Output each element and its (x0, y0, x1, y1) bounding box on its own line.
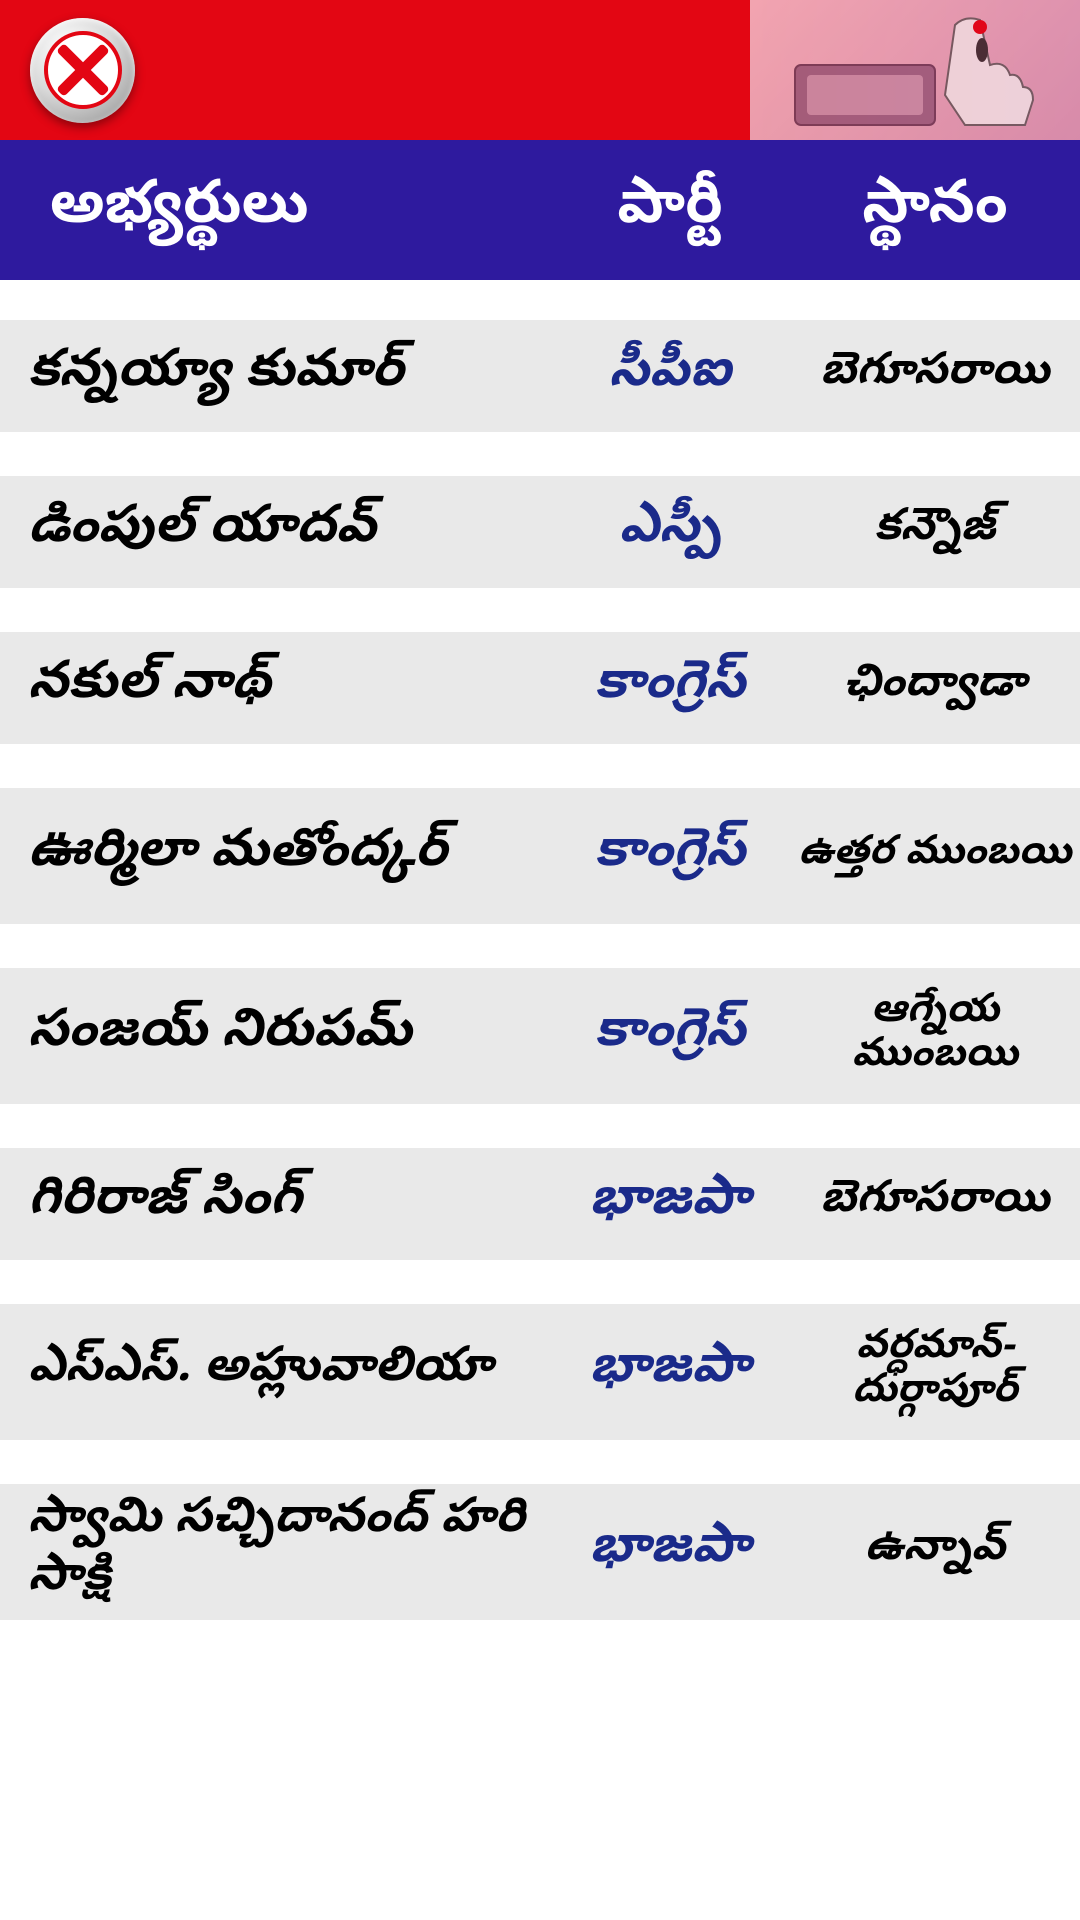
table-row: కన్నయ్యా కుమార్ సీపీఐ బెగూసరాయి (0, 320, 1080, 432)
table-row: స్వామి సచ్చిదానంద్ హరి సాక్షి భాజపా ఉన్న… (0, 1484, 1080, 1620)
cell-place: బెగూసరాయి (790, 352, 1080, 400)
header-place: స్థానం (790, 170, 1080, 251)
cell-place: బెగూసరాయి (790, 1180, 1080, 1228)
logo-badge (30, 18, 135, 123)
table-row: ఎస్ఎస్. అహ్లువాలియా భాజపా వర్ధమాన్-దుర్గ… (0, 1304, 1080, 1440)
cell-party: భాజపా (550, 1169, 790, 1239)
voting-hand-graphic (750, 0, 1080, 140)
cell-party: భాజపా (550, 1337, 790, 1407)
table-row: సంజయ్ నిరుపమ్ కాంగ్రెస్ ఆగ్నేయ ముంబయి (0, 968, 1080, 1104)
table-row: ఊర్మిలా మతోంద్కర్ కాంగ్రెస్ ఉత్తర ముంబయి (0, 788, 1080, 924)
cell-place: వర్ధమాన్-దుర్గాపూర్ (790, 1328, 1080, 1416)
header-party: పార్టీ (550, 170, 790, 251)
cell-candidate: ఊర్మిలా మతోంద్కర్ (0, 825, 550, 887)
rows-container: కన్నయ్యా కుమార్ సీపీఐ బెగూసరాయి డింపుల్ … (0, 280, 1080, 1620)
cell-candidate: నకుల్ నాథ్ (0, 657, 550, 719)
table-row: గిరిరాజ్ సింగ్ భాజపా బెగూసరాయి (0, 1148, 1080, 1260)
table-row: నకుల్ నాథ్ కాంగ్రెస్ ఛింద్వాడా (0, 632, 1080, 744)
cell-place: కన్నౌజ్ (790, 508, 1080, 556)
cell-candidate: డింపుల్ యాదవ్ (0, 501, 550, 563)
cell-candidate: ఎస్ఎస్. అహ్లువాలియా (0, 1343, 550, 1401)
cell-party: సీపీఐ (550, 341, 790, 411)
cell-candidate: స్వామి సచ్చిదానంద్ హరి సాక్షి (0, 1494, 550, 1609)
cell-party: కాంగ్రెస్ (550, 1001, 790, 1071)
table-header: అభ్యర్థులు పార్టీ స్థానం (0, 140, 1080, 280)
cell-party: ఎస్పీ (550, 497, 790, 567)
cell-party: భాజపా (550, 1517, 790, 1587)
cell-place: ఆగ్నేయ ముంబయి (790, 992, 1080, 1080)
top-banner (0, 0, 1080, 140)
cell-place: ఉత్తర ముంబయి (790, 834, 1080, 878)
cell-place: ఛింద్వాడా (790, 664, 1080, 712)
header-candidate: అభ్యర్థులు (0, 170, 550, 251)
cell-candidate: సంజయ్ నిరుపమ్ (0, 1005, 550, 1067)
cell-candidate: కన్నయ్యా కుమార్ (0, 345, 550, 407)
table-row: డింపుల్ యాదవ్ ఎస్పీ కన్నౌజ్ (0, 476, 1080, 588)
logo-x-icon (44, 31, 122, 109)
cell-place: ఉన్నావ్ (790, 1528, 1080, 1576)
cell-party: కాంగ్రెస్ (550, 821, 790, 891)
cell-candidate: గిరిరాజ్ సింగ్ (0, 1173, 550, 1235)
cell-party: కాంగ్రెస్ (550, 653, 790, 723)
